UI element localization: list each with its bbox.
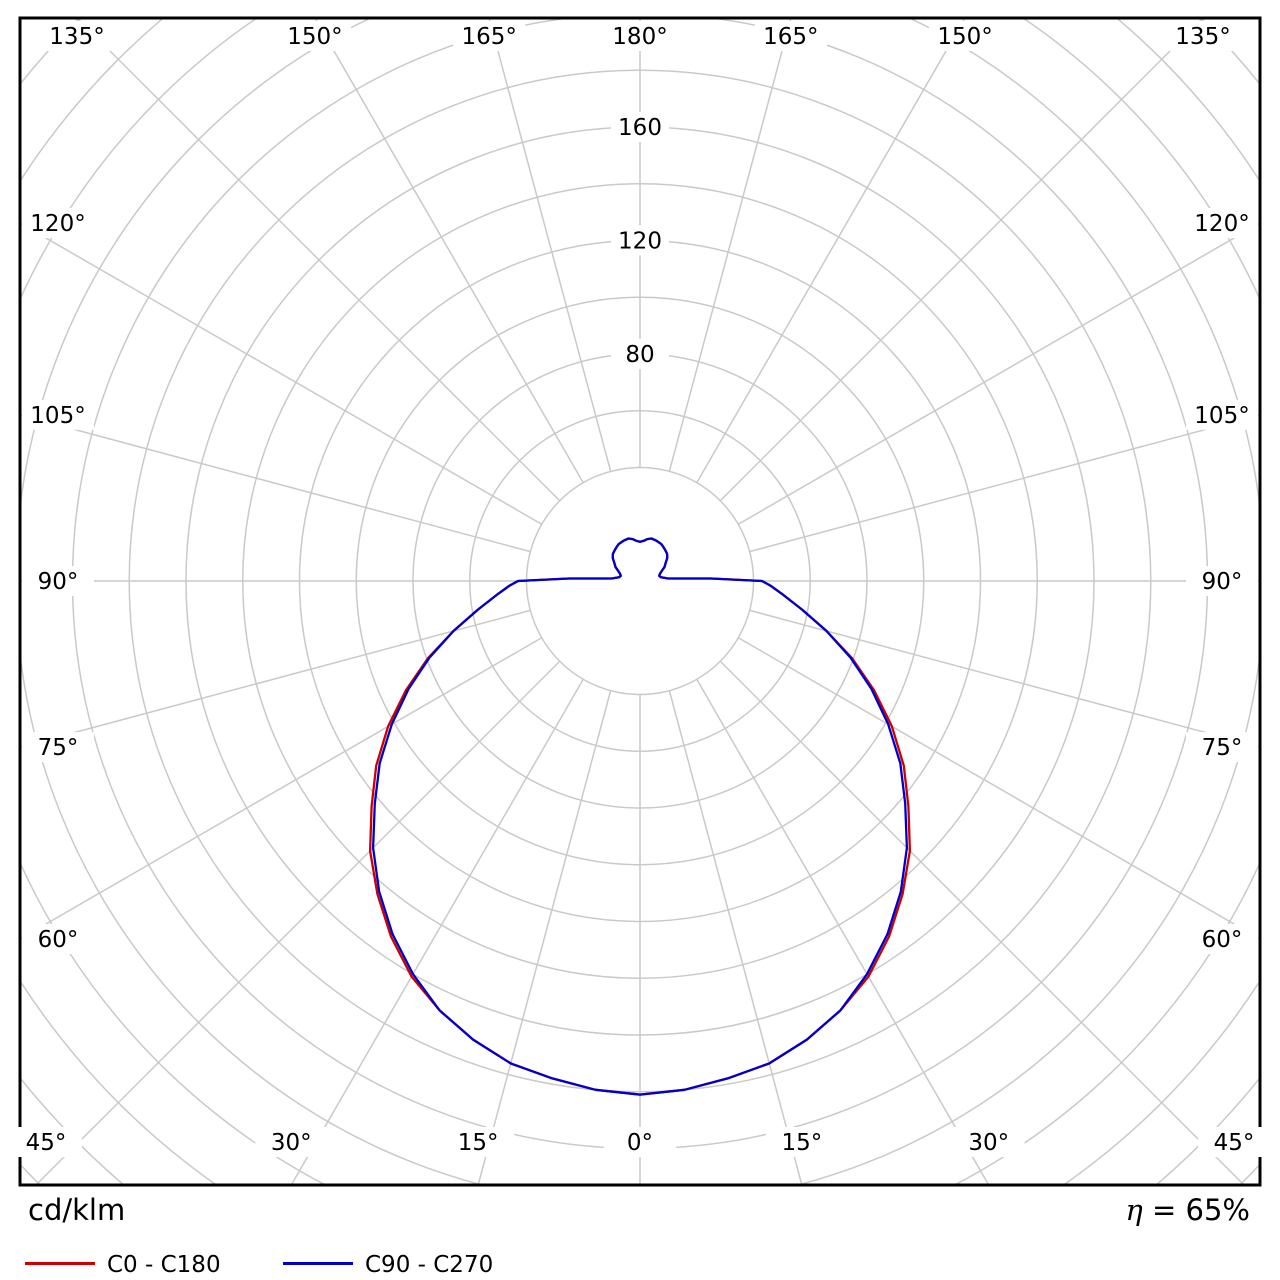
angle-label-180-right: 180° (612, 24, 667, 50)
axis-labels: 0° 15° 15° 30° 30° 45° 45° 60° 60° 75° 75° 90° 90° 10… (10, 21, 1270, 1157)
angle-label-105-left: 105° (30, 403, 85, 429)
angle-label-105-right: 105° (1194, 403, 1249, 429)
angle-label-150-right: 150° (937, 24, 992, 50)
legend-item-c90: C90 - C270 (283, 1252, 493, 1278)
angle-label-30-right: 30° (968, 1130, 1009, 1156)
radial-label-160: 160 (618, 115, 662, 141)
angle-label-120-right: 120° (1194, 211, 1249, 237)
units-text: cd/klm (28, 1193, 126, 1227)
radial-label-120: 120 (618, 229, 662, 255)
angle-label-75-right: 75° (1202, 735, 1243, 761)
radial-label-80: 80 (625, 342, 654, 368)
angle-label-135-right: 135° (1175, 24, 1230, 50)
angle-label-165-right: 165° (763, 24, 818, 50)
eta-symbol: η (1125, 1193, 1143, 1227)
legend-line-c0-icon (25, 1262, 95, 1265)
angle-label-150-left: 150° (287, 24, 342, 50)
angle-label-0-right: 0° (627, 1130, 653, 1156)
efficiency-value: = 65% (1142, 1193, 1250, 1227)
angle-label-15-left: 15° (458, 1130, 499, 1156)
angle-label-90-right: 90° (1202, 569, 1243, 595)
angle-label-15-right: 15° (781, 1130, 822, 1156)
angle-label-60-right: 60° (1202, 927, 1243, 953)
angle-label-135-left: 135° (49, 24, 104, 50)
efficiency-label: η = 65% (1125, 1194, 1250, 1226)
legend-item-c0: C0 - C180 (25, 1252, 221, 1278)
angle-label-30-left: 30° (271, 1130, 312, 1156)
angle-label-45-right: 45° (1214, 1130, 1255, 1156)
units-label: cd/klm (28, 1194, 125, 1226)
plot-frame (18, 16, 1262, 1187)
angle-label-165-left: 165° (461, 24, 516, 50)
legend-line-c90-icon (283, 1262, 353, 1265)
angle-label-60-left: 60° (38, 927, 79, 953)
angle-label-90-left: 90° (38, 569, 79, 595)
angle-label-45-left: 45° (26, 1130, 67, 1156)
legend-label-c0: C0 - C180 (107, 1252, 221, 1278)
angle-label-75-left: 75° (38, 735, 79, 761)
curve-C90-C270 (371, 537, 909, 1096)
legend-label-c90: C90 - C270 (365, 1252, 494, 1278)
angle-label-120-left: 120° (30, 211, 85, 237)
